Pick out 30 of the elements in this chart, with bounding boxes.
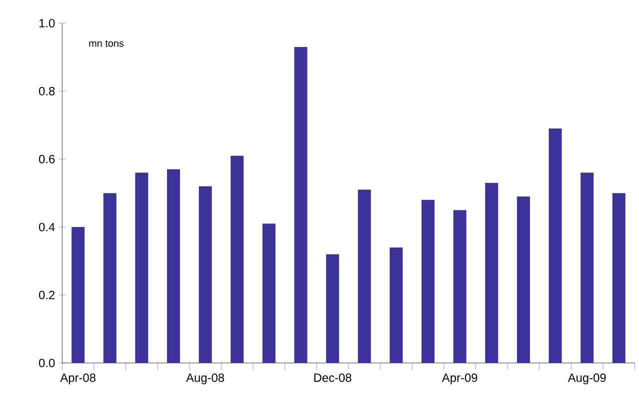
bar xyxy=(580,172,594,363)
bar xyxy=(230,156,244,363)
bar xyxy=(167,169,180,363)
x-tick-label: Apr-08 xyxy=(60,373,96,384)
bar xyxy=(294,46,308,363)
x-tick-label: Apr-09 xyxy=(442,373,478,384)
y-tick-label: 0.2 xyxy=(39,290,55,300)
y-tick-label: 1.0 xyxy=(39,18,55,28)
y-tick-label: 0.4 xyxy=(39,222,55,232)
bar xyxy=(72,226,85,363)
y-tick-label: 0.8 xyxy=(39,86,55,96)
bar xyxy=(516,196,530,363)
y-tick-label: 0.6 xyxy=(39,154,55,164)
x-tick-label: Aug-08 xyxy=(186,373,224,384)
annotation: mn tons xyxy=(89,40,124,47)
bar xyxy=(198,186,212,363)
bar xyxy=(262,224,276,363)
bar xyxy=(485,182,498,363)
bar xyxy=(358,190,371,363)
bar xyxy=(453,210,466,363)
x-tick-label: Aug-09 xyxy=(568,373,606,384)
bar xyxy=(326,254,340,363)
bar xyxy=(390,247,403,363)
bar xyxy=(612,193,626,363)
bar xyxy=(103,193,116,363)
y-tick-label: 0.0 xyxy=(39,358,55,368)
x-tick-label: Dec-08 xyxy=(314,373,352,382)
bar xyxy=(548,128,562,363)
bar xyxy=(422,200,435,363)
bar xyxy=(135,172,148,363)
